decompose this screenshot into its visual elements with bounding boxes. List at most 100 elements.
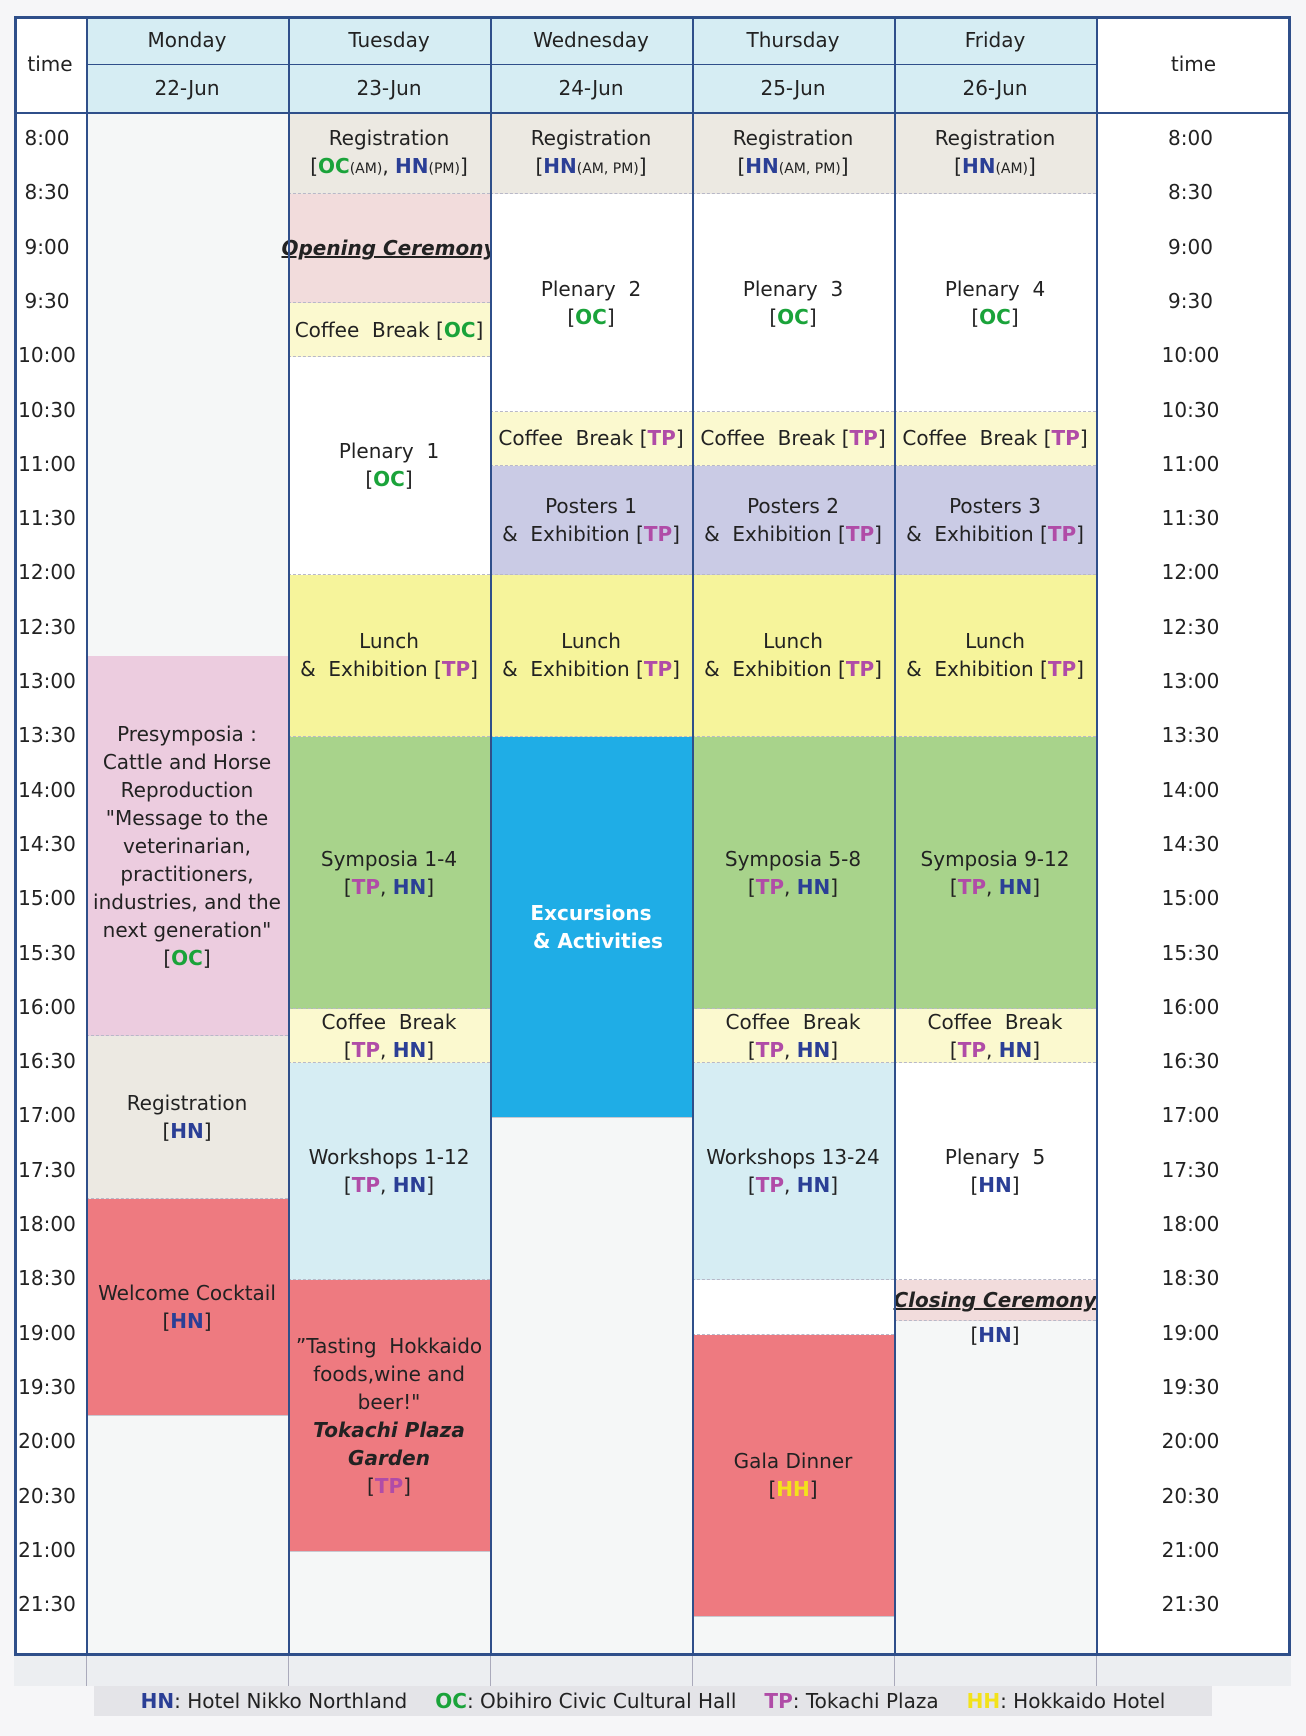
event-line: [TP, HN] xyxy=(343,1173,435,1198)
day-date-header: 23-Jun xyxy=(288,64,490,112)
time-label: 19:00 xyxy=(1161,1320,1220,1345)
time-label: 15:30 xyxy=(1161,940,1220,965)
event-line: [TP, HN] xyxy=(343,1037,435,1062)
event-line: [HN] xyxy=(970,1323,1020,1348)
event-line: Presymposia : xyxy=(117,721,257,746)
event-line: [OC] xyxy=(769,304,817,329)
time-label: 17:00 xyxy=(1161,1103,1220,1128)
day-name-header: Monday xyxy=(86,16,288,64)
footer-separator xyxy=(692,1656,693,1686)
grid-vline xyxy=(894,16,896,1656)
legend-item: HH: Hokkaido Hotel xyxy=(967,1689,1166,1713)
event-line: Registration xyxy=(934,125,1056,150)
grid-vline xyxy=(490,16,492,1656)
event-line: practitioners, xyxy=(120,861,254,886)
time-label: 16:00 xyxy=(1161,994,1220,1019)
event-line: Coffee Break xyxy=(321,1009,457,1034)
event-line: Plenary 3 xyxy=(742,276,844,301)
event-block: Lunch & Exhibition [TP] xyxy=(490,574,692,738)
time-label: 13:00 xyxy=(18,669,76,693)
event-line: & Activities xyxy=(519,928,663,953)
event-line: Symposia 1-4 xyxy=(320,846,458,871)
event-line: [HN] xyxy=(162,1309,212,1334)
event-block: Plenary 5 [HN] xyxy=(894,1063,1096,1281)
time-label: 20:00 xyxy=(1161,1429,1220,1454)
footer-separator xyxy=(1096,1656,1097,1686)
event-line: Symposia 9-12 xyxy=(920,846,1070,871)
event-block: Posters 3 & Exhibition [TP] xyxy=(894,465,1096,575)
grid-vline xyxy=(14,16,17,1656)
day-name-header: Friday xyxy=(894,16,1096,64)
time-label: 20:30 xyxy=(18,1483,76,1508)
event-block: [HN] xyxy=(894,1321,1096,1349)
event-line: Opening Ceremony xyxy=(281,236,497,261)
time-label: 11:00 xyxy=(1161,451,1220,476)
event-line: [TP, HN] xyxy=(747,874,839,899)
event-block: Presymposia : Cattle and Horse Reproductio… xyxy=(86,656,288,1037)
event-line: Coffee Break xyxy=(725,1009,861,1034)
footer-strip xyxy=(14,1656,1291,1686)
event-line: Workshops 1-12 xyxy=(308,1145,470,1170)
event-line: Closing Ceremony xyxy=(893,1288,1097,1313)
day-name-header: Wednesday xyxy=(490,16,692,64)
time-label: 16:00 xyxy=(18,994,76,1019)
event-line: [OC] xyxy=(365,467,413,492)
time-label: 9:00 xyxy=(24,234,70,259)
event-line: & Exhibition [TP] xyxy=(906,657,1084,682)
legend-label: : Tokachi Plaza xyxy=(792,1689,939,1713)
footer-separator xyxy=(490,1656,491,1686)
legend-item: HN: Hotel Nikko Northland xyxy=(141,1689,408,1713)
event-line: [HN(AM, PM)] xyxy=(535,153,647,178)
time-label: 8:00 xyxy=(1168,126,1213,150)
time-label: 17:30 xyxy=(1161,1157,1220,1182)
event-line: Registration xyxy=(328,125,450,150)
grid-vline xyxy=(288,16,290,1656)
event-block: Plenary 2 [OC] xyxy=(490,194,692,412)
time-label: 20:00 xyxy=(18,1429,76,1454)
event-line: [OC] xyxy=(971,304,1019,329)
event-line: [TP, HN] xyxy=(747,1037,839,1062)
event-block: Coffee Break [TP, HN] xyxy=(894,1008,1096,1064)
grid-hline xyxy=(14,16,1291,19)
event-line: [HN] xyxy=(970,1173,1020,1198)
day-date-header: 25-Jun xyxy=(692,64,894,112)
event-block: Coffee Break [TP, HN] xyxy=(288,1008,490,1064)
event-line: [OC(AM), HN(PM)] xyxy=(310,153,468,178)
time-label: 11:30 xyxy=(18,506,76,531)
event-line: Plenary 1 xyxy=(338,439,440,464)
time-label: 9:30 xyxy=(1168,288,1213,313)
time-label: 10:00 xyxy=(18,343,76,368)
time-label: 13:30 xyxy=(18,723,76,748)
time-label: 21:30 xyxy=(18,1592,76,1617)
event-block: Coffee Break [TP] xyxy=(490,411,692,466)
footer-separator xyxy=(894,1656,895,1686)
event-line: Coffee Break xyxy=(927,1009,1063,1034)
grid-hline xyxy=(14,1653,1291,1656)
time-label: 12:30 xyxy=(18,614,76,639)
event-block: Registration [HN(AM, PM)] xyxy=(692,113,894,195)
event-block: Workshops 13-24 [TP, HN] xyxy=(692,1063,894,1281)
time-label: 14:00 xyxy=(18,777,76,802)
event-line: Lunch xyxy=(763,629,823,654)
event-line: [HN(AM, PM)] xyxy=(737,153,849,178)
time-label: 12:00 xyxy=(1161,560,1220,585)
event-block: Plenary 4 [OC] xyxy=(894,194,1096,412)
event-line: Lunch xyxy=(561,629,621,654)
time-label: 19:00 xyxy=(18,1320,76,1345)
event-line: [HH] xyxy=(768,1477,818,1502)
event-line: Tokachi Plaza xyxy=(313,1417,465,1442)
event-line: Coffee Break [TP] xyxy=(902,426,1088,451)
time-label: 9:30 xyxy=(24,288,70,313)
event-line: [TP, HN] xyxy=(343,874,435,899)
event-line: veterinarian, xyxy=(122,833,252,858)
event-line: Coffee Break [TP] xyxy=(498,426,684,451)
time-label: 21:30 xyxy=(1161,1592,1220,1617)
time-label: 18:30 xyxy=(18,1266,76,1291)
legend-item: OC: Obihiro Civic Cultural Hall xyxy=(435,1689,736,1713)
event-line: foods,wine and xyxy=(313,1361,465,1386)
grid-hline xyxy=(14,112,1291,114)
event-line: Symposia 5-8 xyxy=(724,846,862,871)
event-line: next generation" xyxy=(102,917,272,942)
time-label: 11:30 xyxy=(1161,506,1220,531)
event-block: Workshops 1-12 [TP, HN] xyxy=(288,1063,490,1281)
